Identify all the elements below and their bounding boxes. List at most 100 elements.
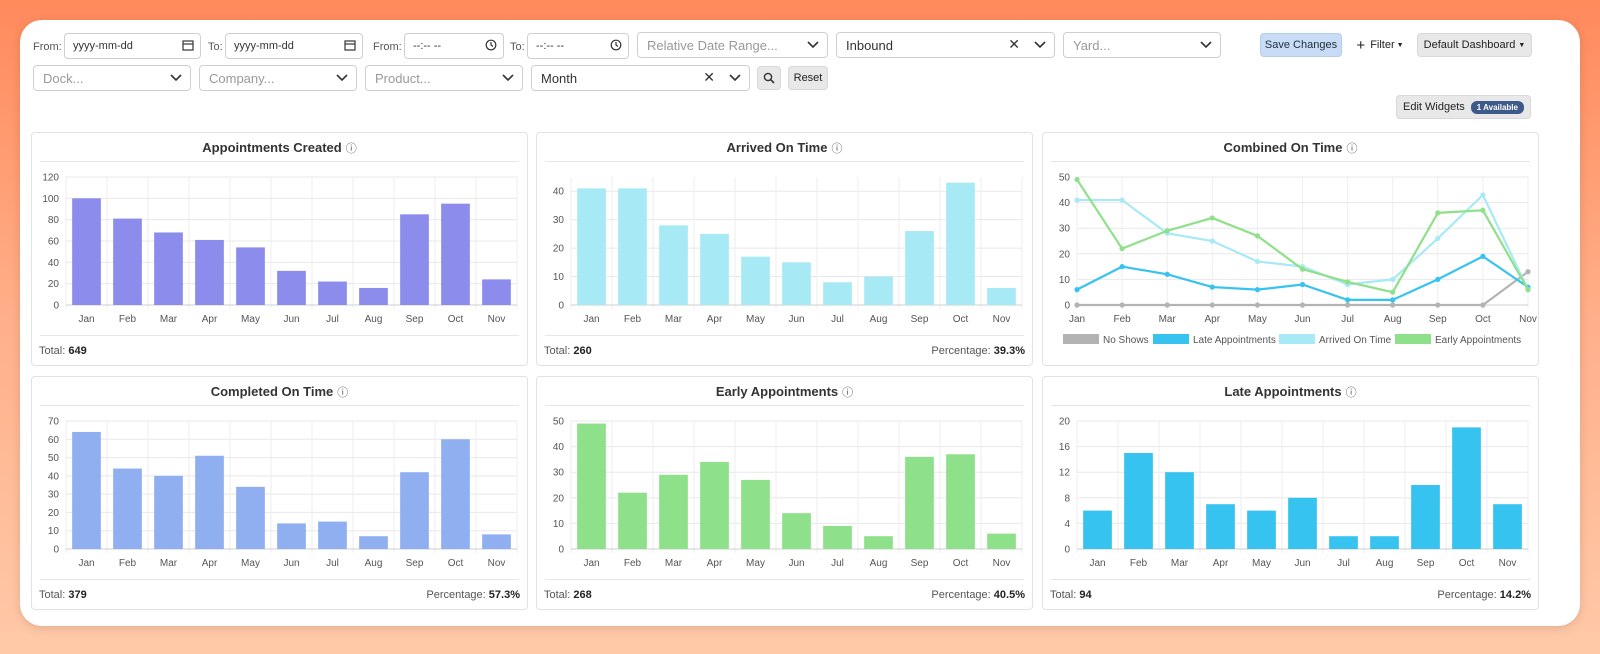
company-placeholder: Company... bbox=[209, 70, 275, 86]
clear-icon[interactable]: ✕ bbox=[1008, 36, 1020, 52]
bar bbox=[236, 247, 265, 305]
period-select[interactable]: Month ✕ bbox=[531, 65, 750, 91]
search-icon bbox=[763, 72, 775, 84]
search-button[interactable] bbox=[757, 66, 781, 90]
from-time-input[interactable]: --:-- -- bbox=[404, 33, 504, 59]
percentage-value: 57.3% bbox=[488, 589, 520, 601]
to-time-input[interactable]: --:-- -- bbox=[527, 33, 629, 59]
x-tick-label: Apr bbox=[707, 314, 723, 325]
divider bbox=[40, 405, 519, 406]
data-point bbox=[1390, 289, 1396, 295]
relative-date-range-select[interactable]: Relative Date Range... bbox=[637, 32, 828, 58]
yard-select[interactable]: Yard... bbox=[1063, 32, 1221, 58]
x-tick-label: Feb bbox=[1130, 558, 1148, 569]
total-value: 268 bbox=[573, 589, 592, 601]
widget-title: Early Appointments ⓘ bbox=[537, 384, 1032, 400]
dock-select[interactable]: Dock... bbox=[33, 65, 191, 91]
edit-widgets-button[interactable]: Edit Widgets 1 Available bbox=[1396, 95, 1531, 119]
total-value: 94 bbox=[1079, 589, 1092, 601]
dashboard-frame: From: yyyy-mm-dd To: yyyy-mm-dd From: --… bbox=[20, 20, 1580, 626]
widget-percentage: Percentage: 39.3% bbox=[931, 345, 1025, 357]
y-tick-label: 40 bbox=[48, 471, 60, 482]
bar bbox=[318, 281, 347, 305]
x-tick-label: Sep bbox=[406, 558, 424, 569]
info-icon[interactable]: ⓘ bbox=[1346, 143, 1358, 155]
data-point bbox=[1390, 276, 1396, 282]
direction-select[interactable]: Inbound ✕ bbox=[836, 32, 1055, 58]
bar bbox=[72, 431, 101, 549]
x-tick-label: Oct bbox=[448, 314, 464, 325]
x-tick-label: Jan bbox=[78, 558, 94, 569]
save-changes-button[interactable]: Save Changes bbox=[1260, 33, 1342, 57]
default-dashboard-button[interactable]: Default Dashboard ▼ bbox=[1417, 33, 1532, 57]
x-tick-label: Apr bbox=[707, 558, 723, 569]
total-label: Total: bbox=[544, 589, 571, 601]
product-select[interactable]: Product... bbox=[365, 65, 523, 91]
divider bbox=[1051, 405, 1530, 406]
bar bbox=[441, 439, 470, 549]
y-tick-label: 60 bbox=[48, 435, 60, 446]
data-point bbox=[1435, 276, 1441, 282]
data-point bbox=[1164, 271, 1170, 277]
bar bbox=[1247, 510, 1276, 549]
widget-percentage: Percentage: 14.2% bbox=[1437, 589, 1531, 601]
bar bbox=[987, 533, 1016, 549]
info-icon[interactable]: ⓘ bbox=[831, 143, 843, 155]
data-point bbox=[1119, 197, 1125, 203]
x-tick-label: Jan bbox=[583, 558, 599, 569]
to-date-input[interactable]: yyyy-mm-dd bbox=[225, 33, 363, 59]
from-date-input[interactable]: yyyy-mm-dd bbox=[64, 33, 201, 59]
data-point bbox=[1435, 302, 1441, 308]
company-select[interactable]: Company... bbox=[199, 65, 357, 91]
x-tick-label: Mar bbox=[665, 314, 683, 325]
x-tick-label: Sep bbox=[406, 314, 424, 325]
percentage-label: Percentage: bbox=[1437, 589, 1497, 601]
bar bbox=[823, 282, 852, 305]
data-point bbox=[1480, 302, 1486, 308]
bar bbox=[359, 287, 388, 305]
data-point bbox=[1299, 281, 1306, 288]
bar bbox=[1124, 453, 1153, 549]
x-tick-label: Jun bbox=[788, 558, 804, 569]
bar bbox=[946, 454, 975, 549]
legend-swatch bbox=[1153, 334, 1189, 344]
widget-title: Combined On Time ⓘ bbox=[1043, 140, 1538, 156]
y-tick-label: 80 bbox=[48, 215, 60, 226]
chevron-down-icon bbox=[336, 74, 348, 82]
info-icon[interactable]: ⓘ bbox=[337, 387, 349, 399]
available-badge: 1 Available bbox=[1470, 100, 1524, 114]
y-tick-label: 0 bbox=[53, 545, 59, 556]
x-tick-label: Mar bbox=[160, 314, 178, 325]
divider bbox=[545, 161, 1024, 162]
plus-icon: + bbox=[1356, 36, 1366, 54]
reset-button[interactable]: Reset bbox=[788, 66, 828, 90]
bar bbox=[113, 468, 142, 549]
direction-value: Inbound bbox=[846, 37, 893, 53]
bar bbox=[277, 270, 306, 305]
early-appointments-widget: Early Appointments ⓘ 0 10 20 30 40 50 Jan Feb Mar… bbox=[536, 376, 1033, 610]
x-tick-label: Sep bbox=[911, 558, 929, 569]
bar bbox=[741, 479, 770, 549]
x-tick-label: Jan bbox=[1089, 558, 1105, 569]
info-icon[interactable]: ⓘ bbox=[1345, 387, 1357, 399]
widget-total: Total: 649 bbox=[39, 345, 87, 357]
info-icon[interactable]: ⓘ bbox=[842, 387, 854, 399]
x-tick-label: Oct bbox=[953, 558, 969, 569]
data-point bbox=[1480, 192, 1486, 198]
x-tick-label: Jul bbox=[831, 558, 844, 569]
clear-icon[interactable]: ✕ bbox=[703, 69, 715, 85]
y-tick-label: 50 bbox=[553, 417, 565, 428]
data-point bbox=[1209, 238, 1215, 244]
to-time-label: To: bbox=[510, 41, 525, 53]
x-tick-label: Jun bbox=[1294, 558, 1310, 569]
yard-placeholder: Yard... bbox=[1073, 37, 1111, 53]
x-tick-label: Jul bbox=[831, 314, 844, 325]
info-icon[interactable]: ⓘ bbox=[345, 143, 357, 155]
data-point bbox=[1299, 266, 1306, 272]
data-point bbox=[1480, 253, 1486, 259]
widget-title-text: Early Appointments bbox=[715, 384, 839, 399]
bar bbox=[987, 287, 1016, 305]
data-point bbox=[1254, 258, 1260, 265]
filter-button[interactable]: + Filter ▼ bbox=[1348, 33, 1412, 57]
arrived-on-time-chart: 0 10 20 30 40 Jan Feb Mar Apr May Jun Jul Aug Sep Oct N… bbox=[553, 177, 1023, 325]
